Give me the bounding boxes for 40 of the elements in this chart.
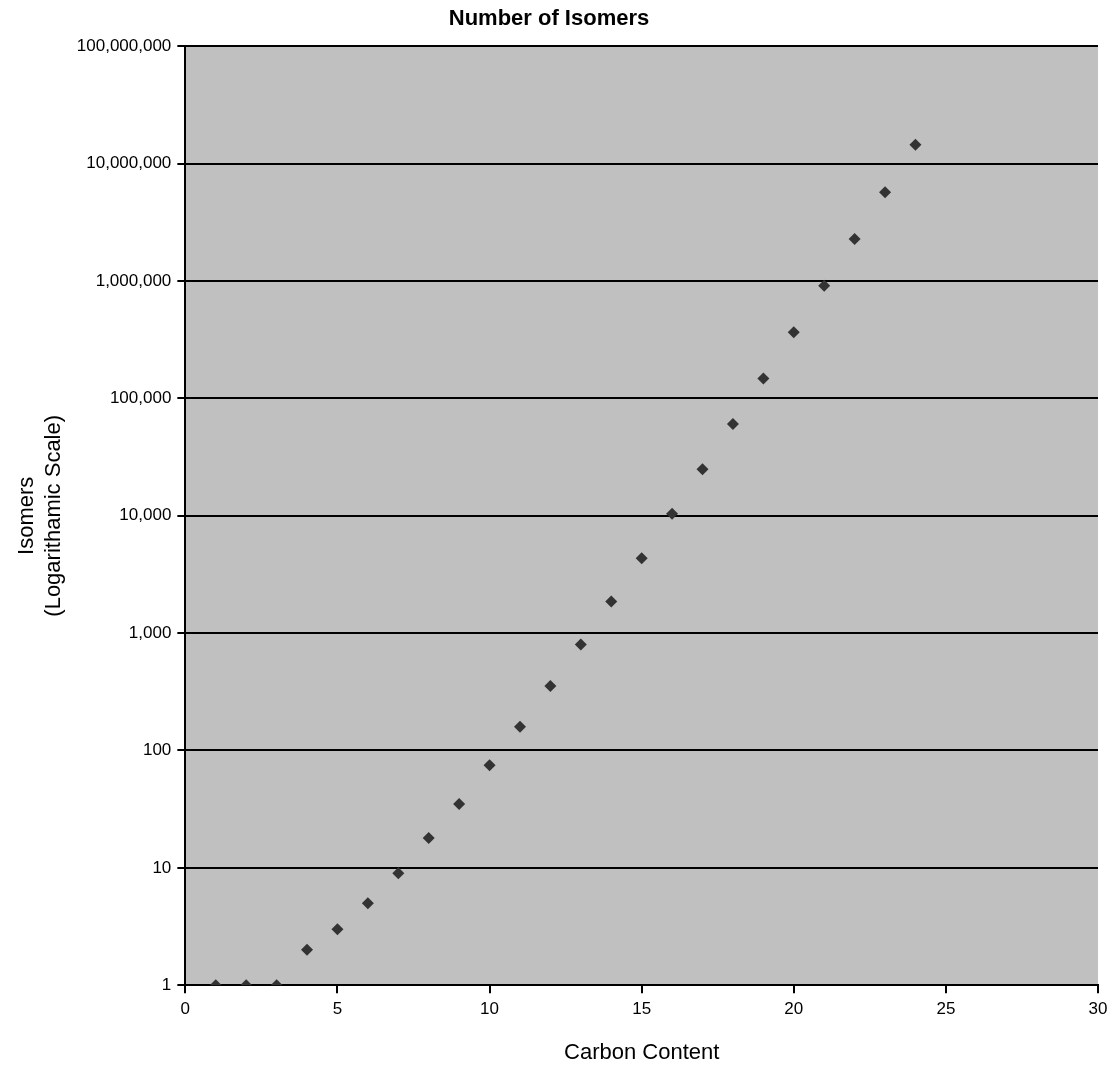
x-tick-label: 0 bbox=[180, 999, 191, 1019]
x-tick-label: 30 bbox=[1088, 999, 1108, 1019]
point bbox=[605, 595, 618, 608]
y-tick-label: 1,000 bbox=[128, 622, 172, 642]
y-axis-title: Isomers (Logarithamic Scale) bbox=[13, 414, 65, 617]
point bbox=[544, 679, 557, 692]
x-tick-label: 20 bbox=[784, 999, 804, 1019]
x-tick-label: 15 bbox=[632, 999, 652, 1019]
point bbox=[848, 233, 861, 246]
chart-title: Number of Isomers bbox=[448, 5, 650, 31]
y-tick-label: 100,000,000 bbox=[76, 36, 172, 56]
point bbox=[422, 831, 435, 844]
point bbox=[818, 279, 831, 292]
point bbox=[635, 552, 648, 565]
point bbox=[787, 326, 800, 339]
x-axis-title: Carbon Content bbox=[564, 1038, 720, 1064]
y-tick-label: 1 bbox=[161, 974, 172, 994]
y-tick-label: 100 bbox=[142, 740, 172, 760]
point bbox=[696, 463, 709, 476]
point bbox=[361, 897, 374, 910]
y-tick-label: 10 bbox=[152, 857, 172, 877]
point bbox=[392, 867, 405, 880]
y-tick-label: 100,000 bbox=[109, 388, 172, 408]
point bbox=[483, 759, 496, 772]
point bbox=[666, 507, 679, 520]
y-tick-label: 10,000 bbox=[119, 505, 172, 525]
x-tick-label: 5 bbox=[332, 999, 343, 1019]
point bbox=[726, 418, 739, 431]
point bbox=[757, 372, 770, 385]
y-tick-label: 10,000,000 bbox=[86, 153, 172, 173]
point bbox=[331, 923, 344, 936]
point bbox=[453, 798, 466, 810]
point bbox=[301, 943, 314, 956]
point bbox=[909, 138, 922, 151]
point bbox=[513, 720, 526, 733]
point bbox=[879, 186, 892, 199]
y-tick-label: 1,000,000 bbox=[95, 270, 172, 290]
x-tick-label: 10 bbox=[480, 999, 500, 1019]
x-tick-label: 25 bbox=[936, 999, 956, 1019]
point bbox=[574, 638, 587, 651]
